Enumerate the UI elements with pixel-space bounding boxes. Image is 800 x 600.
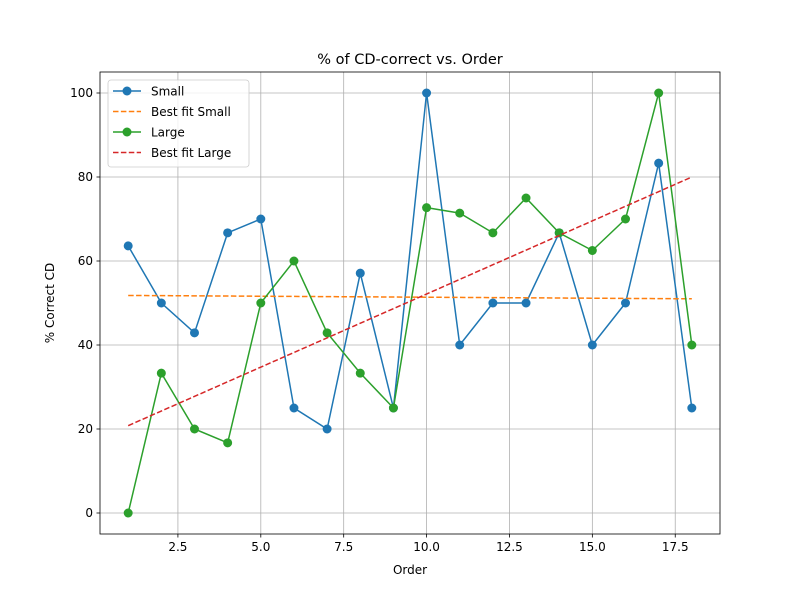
data-point-small — [621, 298, 631, 308]
legend-entry: Best fit Large — [113, 146, 231, 160]
legend-entry: Small — [113, 84, 184, 98]
x-tick-label: 17.5 — [662, 540, 689, 554]
y-tick-label: 60 — [78, 254, 93, 268]
data-point-small — [654, 158, 664, 168]
data-point-large — [587, 246, 597, 255]
plot-frame — [99, 71, 721, 535]
data-point-small — [455, 340, 465, 350]
x-axis-label: Order — [393, 563, 427, 577]
data-point-large — [388, 403, 398, 413]
data-point-large — [687, 340, 697, 350]
data-point-small — [687, 403, 697, 413]
x-tick-label: 15.0 — [579, 540, 606, 554]
data-point-large — [621, 214, 631, 224]
chart-title: % of CD-correct vs. Order — [317, 52, 502, 68]
data-point-large — [455, 208, 465, 218]
data-point-small — [289, 403, 299, 413]
x-tick-label: 10.0 — [413, 540, 440, 554]
y-tick-label: 20 — [78, 422, 93, 436]
series-line-best-fit-small — [128, 294, 692, 300]
legend-label: Best fit Small — [151, 105, 231, 119]
series-line-large — [127, 92, 693, 514]
legend-label: Best fit Large — [151, 146, 231, 160]
legend-box — [107, 79, 250, 168]
legend-entry: Large — [113, 125, 185, 139]
data-point-large — [422, 203, 432, 213]
legend-swatch-marker — [122, 86, 132, 96]
legend-label: Small — [151, 84, 184, 98]
y-tick-label: 40 — [78, 338, 93, 352]
y-axis-label: % Correct CD — [43, 263, 57, 343]
data-point-small — [123, 241, 133, 251]
x-tick-label: 12.5 — [496, 540, 523, 554]
series-large — [123, 88, 697, 518]
data-point-small — [256, 214, 266, 224]
data-point-large — [355, 368, 365, 378]
y-tick-label: 0 — [85, 506, 93, 520]
data-point-small — [189, 328, 199, 338]
data-point-large — [488, 228, 498, 238]
data-point-large — [654, 88, 664, 98]
data-point-large — [256, 298, 266, 308]
data-point-small — [223, 228, 233, 238]
data-point-large — [189, 424, 199, 434]
data-point-small — [422, 88, 432, 98]
data-point-small — [587, 340, 597, 350]
legend-entry: Best fit Small — [113, 105, 231, 119]
data-point-small — [488, 298, 498, 308]
series-line-small — [127, 92, 693, 431]
series-best-fit-small — [128, 294, 692, 300]
x-tick-label: 5.0 — [251, 540, 270, 554]
x-tick-label: 7.5 — [334, 540, 353, 554]
legend-label: Large — [151, 125, 185, 139]
legend: Small Best fit Small Large Best fit Large — [107, 79, 250, 168]
data-point-small — [322, 424, 332, 434]
y-tick-label: 100 — [70, 86, 93, 100]
series-layer — [123, 88, 697, 518]
data-point-large — [554, 228, 564, 238]
data-point-large — [521, 193, 531, 203]
x-tick-label: 2.5 — [168, 540, 187, 554]
legend-swatch-marker — [122, 127, 132, 137]
ticks: 2.5 5.0 7.5 10.0 12.5 15.0 17.5 0 20 40 60 80 100 — [70, 86, 689, 554]
data-point-small — [521, 298, 531, 308]
data-point-large — [289, 256, 299, 266]
data-point-large — [322, 328, 332, 338]
y-tick-label: 80 — [78, 170, 93, 184]
data-point-small — [355, 268, 365, 278]
data-point-large — [123, 508, 133, 518]
data-point-large — [156, 368, 166, 378]
data-point-large — [223, 438, 233, 448]
data-point-small — [156, 298, 166, 308]
